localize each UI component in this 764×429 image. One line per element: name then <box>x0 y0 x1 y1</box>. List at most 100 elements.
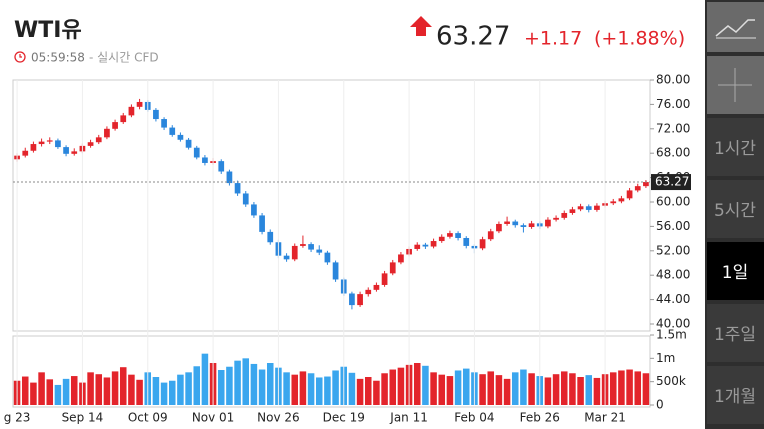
candle-body <box>169 127 176 135</box>
candle-body <box>553 217 559 220</box>
candle-body <box>626 190 633 199</box>
candle-body <box>414 244 421 249</box>
interval-button[interactable] <box>707 304 764 362</box>
candle-body <box>438 236 445 242</box>
y-tick-label: 52.00 <box>656 243 690 257</box>
candle-body <box>234 183 241 194</box>
candle-body <box>618 198 625 202</box>
volume-bar <box>111 371 119 405</box>
interval-button[interactable] <box>707 180 764 238</box>
volume-bar <box>242 358 250 405</box>
candle-body <box>561 212 568 218</box>
candle-body <box>193 147 200 158</box>
candle-body <box>71 151 78 154</box>
candle-body <box>455 233 461 238</box>
price-panel <box>12 79 651 332</box>
sidebar: 1시간 5시간 1일 1주일 1개월 <box>705 0 764 429</box>
candle-body <box>487 231 494 240</box>
candle-body <box>22 150 29 156</box>
chart-icon <box>715 19 755 37</box>
y2-tick-label: 1m <box>656 351 675 365</box>
volume-bar <box>422 365 429 405</box>
interval-label: 5시간 <box>714 201 756 221</box>
y-tick-label: 56.00 <box>656 219 690 233</box>
volume-bar <box>315 377 323 405</box>
volume-bar <box>177 374 184 405</box>
volume-bar <box>258 369 266 405</box>
update-time: 05:59:58 <box>31 51 85 65</box>
volume-bar <box>430 372 437 405</box>
clock-icon <box>14 51 26 63</box>
y-tick-label: 76.00 <box>656 97 690 111</box>
volume-bar <box>503 378 511 405</box>
x-tick-label: Sep 14 <box>62 411 104 425</box>
volume-bar <box>373 380 380 405</box>
volume-bar <box>618 370 625 405</box>
interval-label: 1개월 <box>714 387 756 407</box>
interval-button[interactable] <box>707 118 764 176</box>
candle-body <box>349 293 355 306</box>
volume-bar <box>226 366 233 405</box>
candle-body <box>177 134 184 140</box>
candle-body <box>283 255 290 260</box>
volume-bar <box>560 371 568 405</box>
candle-body <box>324 252 331 263</box>
volume-bar <box>438 374 446 405</box>
volume-panel <box>12 335 651 408</box>
volume-bar <box>634 371 642 405</box>
candle-body <box>504 221 510 224</box>
volume-bar <box>609 372 617 405</box>
candle-body <box>634 186 641 191</box>
last-price: 63.27 <box>436 22 510 52</box>
volume-bar <box>356 378 364 405</box>
x-tick-label: Mar 21 <box>584 411 626 425</box>
x-tick-label: Nov 01 <box>192 411 235 425</box>
candle-body <box>365 289 372 295</box>
candle-body <box>87 142 94 146</box>
candle-body <box>30 144 37 151</box>
candle-body <box>577 206 584 210</box>
candle-body <box>128 106 135 116</box>
interval-button[interactable] <box>707 242 764 300</box>
y2-tick-label: 0 <box>656 398 664 412</box>
volume-bar <box>46 379 54 405</box>
volume-bar <box>585 375 593 405</box>
candle-body <box>267 231 274 243</box>
y-tick-label: 44.00 <box>656 292 690 306</box>
volume-bar <box>479 374 486 405</box>
interval-button[interactable] <box>707 366 764 424</box>
volume-bar <box>291 374 299 405</box>
candle-body <box>512 221 519 226</box>
volume-bar <box>348 372 356 405</box>
candle-body <box>46 140 53 142</box>
volume-bar <box>193 366 201 405</box>
volume-bar <box>397 367 405 405</box>
candle-body <box>422 244 429 247</box>
candle-body <box>185 139 192 148</box>
x-tick-label: Nov 26 <box>257 411 300 425</box>
price-change-pct: (+1.88%) <box>594 28 685 50</box>
volume-bar <box>544 377 552 405</box>
y-tick-label: 80.00 <box>656 73 690 87</box>
y-tick-label: 40.00 <box>656 317 690 331</box>
candle-body <box>430 241 437 247</box>
candle-body <box>398 254 404 263</box>
volume-bar <box>21 376 29 405</box>
candle-body <box>300 244 306 246</box>
y-tick-label: 68.00 <box>656 146 690 160</box>
volume-bar <box>381 373 388 405</box>
x-tick-label: Oct 09 <box>128 411 168 425</box>
candle-body <box>332 262 339 280</box>
volume-bar <box>520 369 527 405</box>
candle-body <box>528 223 535 228</box>
volume-bar <box>389 369 397 405</box>
volume-bar <box>332 370 339 405</box>
candle-body <box>153 109 159 120</box>
interval-label: 1일 <box>722 263 748 283</box>
candle-body <box>161 119 167 128</box>
volume-bar <box>250 363 258 405</box>
volume-bar <box>593 377 601 405</box>
chart-type-button[interactable] <box>707 2 764 52</box>
